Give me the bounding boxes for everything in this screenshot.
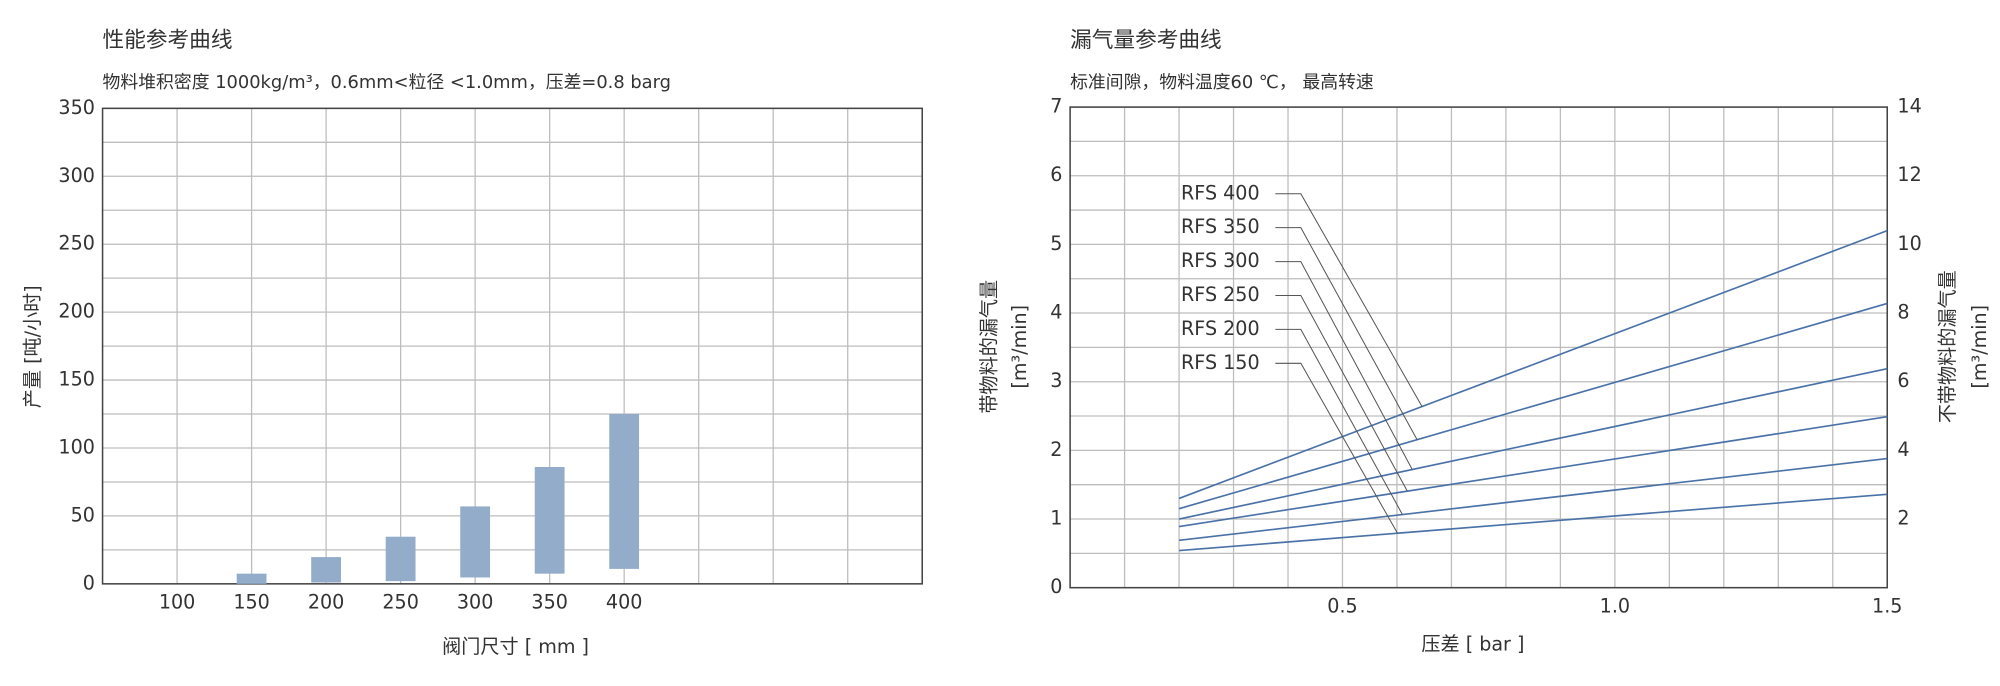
line (1178, 302, 1888, 510)
x-tick-label: 1.5 (1872, 594, 1902, 617)
series-label: RFS 200 (1181, 317, 1260, 340)
y-axis-label: 产量 [吨/小时] (21, 285, 44, 408)
x-tick-label: 300 (457, 590, 493, 613)
y2-tick-label: 6 (1897, 369, 1909, 392)
line (1178, 367, 1888, 520)
y2-tick-label: 12 (1897, 163, 1921, 186)
range-bar (236, 573, 267, 584)
y-tick-label: 100 (58, 435, 94, 458)
y-tick-label: 6 (1050, 163, 1062, 186)
x-tick-label: 150 (233, 590, 269, 613)
line (1178, 229, 1888, 500)
series-label: RFS 250 (1181, 283, 1260, 306)
series-label: RFS 400 (1181, 181, 1260, 204)
range-bar (460, 506, 491, 578)
y-tick-label: 300 (58, 164, 94, 187)
x-axis-label: 阀门尺寸 [ mm ] (442, 635, 589, 658)
y-axis-label: 带物料的漏气量 (977, 280, 1000, 414)
x-tick-label: 350 (531, 590, 567, 613)
y-tick-label: 4 (1050, 301, 1062, 324)
y2-tick-label: 14 (1897, 95, 1921, 118)
x-tick-label: 0.5 (1327, 594, 1357, 617)
chart-subtitle: 物料堆积密度 1000kg/m³，0.6mm<粒径 <1.0mm，压差=0.8 … (103, 72, 671, 93)
leader-line (1275, 294, 1408, 492)
line (1178, 493, 1888, 552)
line (1178, 457, 1888, 542)
x-tick-label: 1.0 (1600, 594, 1630, 617)
chart-title: 性能参考曲线 (103, 28, 233, 53)
y-tick-label: 5 (1050, 232, 1062, 255)
range-bar (609, 414, 640, 569)
y2-tick-label: 8 (1897, 301, 1909, 324)
x-axis-label: 压差 [ bar ] (1421, 633, 1524, 656)
y-tick-label: 0 (1050, 575, 1062, 598)
y-tick-label: 0 (83, 571, 95, 594)
y-tick-label: 2 (1050, 438, 1062, 461)
y-tick-label: 50 (71, 503, 95, 526)
leader-line (1275, 227, 1418, 440)
series-label: RFS 150 (1181, 351, 1260, 374)
chart-title: 漏气量参考曲线 (1070, 28, 1222, 53)
leader-line (1275, 328, 1403, 515)
x-tick-label: 200 (308, 590, 344, 613)
y-tick-label: 150 (58, 368, 94, 391)
x-tick-label: 250 (382, 590, 418, 613)
y-axis-label: [m³/min] (1008, 305, 1031, 389)
series-label: RFS 350 (1181, 215, 1260, 238)
y-tick-label: 1 (1050, 507, 1062, 530)
y-tick-label: 200 (58, 300, 94, 323)
chart-subtitle: 标准间隙，物料温度60 ℃， 最高转速 (1070, 72, 1374, 93)
plot-frame (1069, 106, 1889, 589)
y-tick-label: 7 (1050, 95, 1062, 118)
y2-axis-label: [m³/min] (1968, 305, 1991, 389)
range-bar (385, 536, 416, 582)
plot-frame (101, 107, 924, 585)
line (1178, 415, 1888, 528)
range-bar (311, 557, 342, 583)
y2-tick-label: 2 (1897, 507, 1909, 530)
y-tick-label: 3 (1050, 369, 1062, 392)
y-tick-label: 350 (58, 96, 94, 119)
x-tick-label: 100 (159, 590, 195, 613)
y-tick-label: 250 (58, 232, 94, 255)
leader-line (1275, 261, 1413, 470)
range-bar (534, 467, 565, 574)
series-label: RFS 300 (1181, 249, 1260, 272)
y2-tick-label: 4 (1897, 438, 1909, 461)
leader-line (1275, 193, 1423, 407)
x-tick-label: 400 (606, 590, 642, 613)
y2-axis-label: 不带物料的漏气量 (1936, 270, 1959, 423)
y2-tick-label: 10 (1897, 232, 1921, 255)
leader-line (1275, 362, 1398, 534)
